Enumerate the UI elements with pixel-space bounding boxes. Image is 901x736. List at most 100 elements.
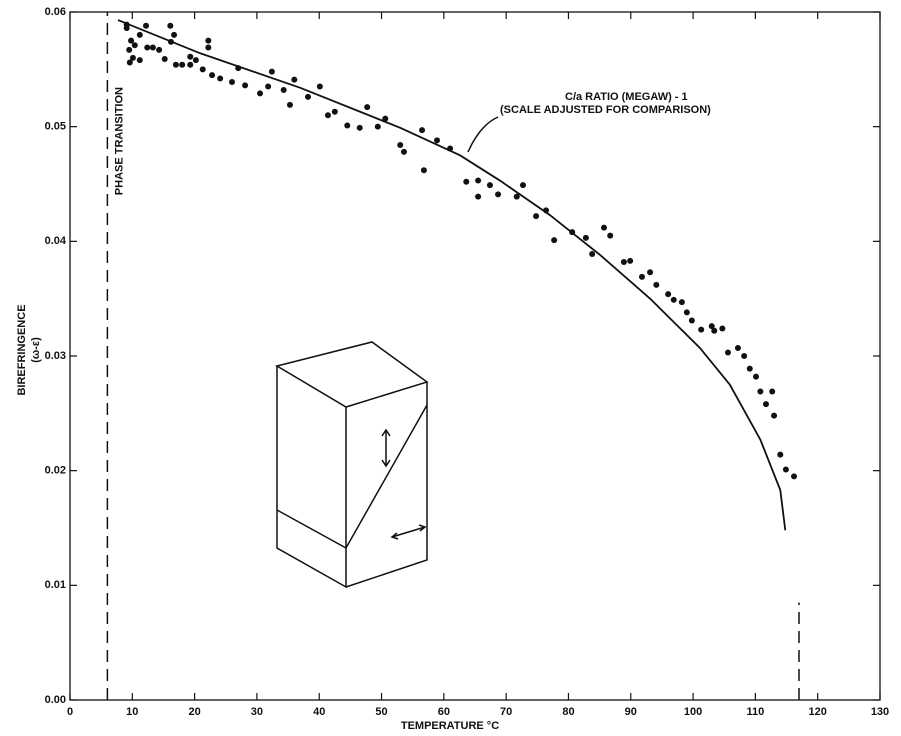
data-point <box>123 25 130 32</box>
data-point <box>187 61 194 68</box>
x-tick-label: 120 <box>809 706 827 718</box>
data-point <box>305 93 312 100</box>
x-tick-label: 60 <box>438 706 450 718</box>
data-point <box>533 213 540 220</box>
x-tick-label: 0 <box>67 706 73 718</box>
data-point <box>129 54 136 61</box>
x-tick-label: 100 <box>684 706 702 718</box>
curve-label: C/a RATIO (MEGAW) - 1 <box>565 91 688 103</box>
data-point <box>757 388 764 395</box>
arrow <box>390 524 427 540</box>
data-point <box>136 57 143 64</box>
x-tick-label: 110 <box>747 706 765 718</box>
data-point <box>486 182 493 189</box>
data-point <box>569 229 576 236</box>
reference-label: PHASE TRANSITION <box>113 87 125 195</box>
y-tick-label: 0.00 <box>45 694 66 706</box>
data-point <box>711 327 718 334</box>
data-point <box>519 182 526 189</box>
data-point <box>229 78 235 85</box>
data-point <box>513 193 520 200</box>
x-tick-label: 40 <box>313 706 325 718</box>
x-tick-label: 30 <box>251 706 263 718</box>
data-point <box>627 257 634 264</box>
data-point <box>156 46 163 53</box>
data-point <box>678 299 685 306</box>
curve-label: (SCALE ADJUSTED FOR COMPARISON) <box>500 104 711 116</box>
x-tick-label: 20 <box>188 706 200 718</box>
data-point <box>131 42 138 49</box>
data-point <box>753 373 760 380</box>
data-point <box>741 353 748 359</box>
data-point <box>331 108 338 115</box>
data-point <box>179 61 186 68</box>
data-point <box>364 104 371 111</box>
data-point <box>463 178 470 185</box>
x-axis-label: TEMPERATURE °C <box>401 720 499 732</box>
data-point <box>316 83 323 90</box>
data-point <box>582 234 589 241</box>
data-point <box>791 473 798 480</box>
y-axis-label: BIREFRINGENCE <box>16 304 28 395</box>
x-tick-label: 80 <box>562 706 574 718</box>
y-tick-label: 0.06 <box>45 6 66 18</box>
x-tick-label: 90 <box>625 706 637 718</box>
data-point <box>400 148 407 155</box>
y-tick-label: 0.03 <box>45 350 66 362</box>
data-point <box>670 296 677 303</box>
data-point <box>265 83 272 90</box>
crystal-twin <box>276 404 428 550</box>
data-point <box>551 237 558 244</box>
data-point <box>688 317 695 324</box>
data-point <box>433 137 440 144</box>
data-point <box>199 66 206 73</box>
data-point <box>172 61 179 68</box>
data-point <box>397 142 404 149</box>
data-point <box>356 124 363 131</box>
data-point <box>665 291 672 298</box>
data-point <box>280 86 287 93</box>
data-point <box>209 72 216 79</box>
data-point <box>746 365 753 372</box>
y-tick-label: 0.04 <box>45 235 67 247</box>
data-point <box>136 31 143 38</box>
data-point <box>495 191 502 198</box>
data-point <box>762 401 769 408</box>
data-point <box>144 44 151 51</box>
crystal-front <box>276 366 347 589</box>
data-point <box>187 53 194 60</box>
data-point <box>600 224 607 231</box>
y-axis-label: (ω-ε) <box>30 337 42 363</box>
data-point <box>589 250 596 257</box>
data-point <box>217 75 224 82</box>
data-point <box>771 412 778 419</box>
data-point <box>291 76 298 83</box>
plot-frame <box>69 11 881 701</box>
data-point <box>128 37 135 44</box>
data-point <box>543 207 550 214</box>
data-point <box>149 44 156 51</box>
crystal-top <box>275 341 429 408</box>
data-point <box>192 57 199 64</box>
data-point <box>647 269 654 276</box>
x-tick-label: 130 <box>871 706 889 718</box>
data-point <box>205 37 212 44</box>
data-point <box>698 326 705 333</box>
data-point <box>126 59 133 66</box>
data-point <box>126 46 133 53</box>
x-tick-label: 10 <box>126 706 138 718</box>
data-point <box>777 451 784 458</box>
y-tick-label: 0.05 <box>45 121 66 133</box>
crystal-side <box>345 382 428 588</box>
x-tick-label: 50 <box>375 706 387 718</box>
crystal-sketch <box>275 341 429 589</box>
data-point <box>167 22 174 29</box>
curve <box>117 19 787 531</box>
data-point <box>475 193 482 200</box>
data-point <box>419 127 426 134</box>
data-point <box>734 344 741 351</box>
data-point <box>167 38 174 45</box>
data-point <box>769 388 776 395</box>
data-point <box>235 65 242 72</box>
